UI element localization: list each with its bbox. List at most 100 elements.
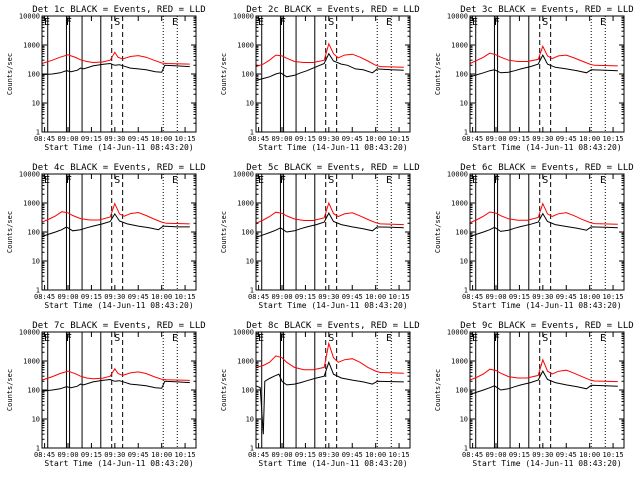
y-tick-label: 1 <box>250 445 254 453</box>
panel-title: Det 9c BLACK = Events, RED = LLD <box>460 321 633 331</box>
y-tick-label: 100 <box>455 387 468 395</box>
interval-letter: F <box>66 17 72 28</box>
lld-series-line <box>41 367 190 381</box>
events-series-line <box>255 212 404 238</box>
interval-letter: F <box>66 175 72 186</box>
events-series-line <box>41 212 190 237</box>
interval-letter: E <box>258 333 264 344</box>
y-tick-label: 10 <box>32 100 40 108</box>
interval-letter: F <box>494 17 500 28</box>
interval-letter: E <box>472 175 478 186</box>
x-tick-label: 10:15 <box>389 135 410 143</box>
y-tick-label: 100 <box>241 229 254 237</box>
x-tick-label: 08:45 <box>34 135 55 143</box>
interval-letter: S <box>542 17 548 28</box>
y-tick-label: 1000 <box>23 200 40 208</box>
y-tick-label: 1 <box>36 287 40 295</box>
x-tick-label: 09:00 <box>485 293 506 301</box>
y-tick-label: 1000 <box>451 42 468 50</box>
interval-letter: E <box>44 333 50 344</box>
y-tick-label: 100 <box>455 229 468 237</box>
interval-letter: E <box>172 17 178 28</box>
x-tick-label: 08:45 <box>34 451 55 459</box>
y-tick-label: 10 <box>460 100 468 108</box>
y-tick-label: 1 <box>250 129 254 137</box>
y-tick-label: 100 <box>241 71 254 79</box>
plot-frame <box>41 331 197 449</box>
y-tick-label: 1000 <box>23 42 40 50</box>
lld-series-line <box>255 42 404 68</box>
interval-letter: F <box>280 17 286 28</box>
x-axis-label: Start Time (14-Jun-11 08:43:20) <box>472 459 621 468</box>
interval-letter: E <box>472 333 478 344</box>
panel-title: Det 4c BLACK = Events, RED = LLD <box>32 163 205 173</box>
y-tick-label: 1000 <box>23 358 40 366</box>
x-tick-label: 09:30 <box>104 135 125 143</box>
lld-series-line <box>469 202 618 225</box>
x-tick-label: 09:15 <box>509 293 530 301</box>
x-tick-label: 08:45 <box>462 451 483 459</box>
x-tick-label: 08:45 <box>34 293 55 301</box>
x-tick-label: 10:00 <box>365 451 386 459</box>
x-tick-label: 09:45 <box>342 135 363 143</box>
interval-letter: E <box>600 333 606 344</box>
y-tick-label: 10000 <box>19 329 40 337</box>
x-tick-label: 10:00 <box>151 293 172 301</box>
y-tick-label: 10 <box>32 258 40 266</box>
lld-series-line <box>469 45 618 67</box>
interval-letter: E <box>258 17 264 28</box>
x-axis-label: Start Time (14-Jun-11 08:43:20) <box>258 143 407 152</box>
detector-panel-7: Det 7c BLACK = Events, RED = LLD E F S E 1 10 1… <box>6 321 206 468</box>
y-tick-label: 1 <box>464 287 468 295</box>
x-tick-label: 10:15 <box>603 451 624 459</box>
x-tick-label: 08:45 <box>248 135 269 143</box>
interval-letter: E <box>600 17 606 28</box>
interval-letter: S <box>328 175 334 186</box>
plot-frame <box>469 15 625 133</box>
interval-letter: E <box>386 17 392 28</box>
y-tick-label: 10000 <box>447 329 468 337</box>
x-tick-label: 10:00 <box>365 135 386 143</box>
y-tick-label: 10000 <box>19 171 40 179</box>
events-series-line <box>469 54 618 78</box>
x-axis-label: Start Time (14-Jun-11 08:43:20) <box>44 143 193 152</box>
detector-panel-8: Det 8c BLACK = Events, RED = LLD E F S E 1 10 1… <box>220 321 420 468</box>
plot-frame <box>41 15 197 133</box>
panel-title: Det 7c BLACK = Events, RED = LLD <box>32 321 205 331</box>
x-tick-label: 09:15 <box>81 293 102 301</box>
y-tick-label: 1 <box>464 129 468 137</box>
x-tick-label: 08:45 <box>462 135 483 143</box>
y-tick-label: 100 <box>27 229 40 237</box>
x-tick-label: 09:45 <box>128 451 149 459</box>
interval-letter: E <box>386 333 392 344</box>
interval-letter: E <box>472 17 478 28</box>
interval-letter: S <box>114 17 120 28</box>
events-series-line <box>255 360 404 435</box>
x-axis-label: Start Time (14-Jun-11 08:43:20) <box>472 301 621 310</box>
x-tick-label: 09:30 <box>532 135 553 143</box>
x-tick-label: 10:00 <box>579 451 600 459</box>
x-tick-label: 09:15 <box>295 135 316 143</box>
y-tick-label: 1 <box>464 445 468 453</box>
x-tick-label: 10:00 <box>365 293 386 301</box>
y-tick-label: 10 <box>246 100 254 108</box>
x-tick-label: 09:30 <box>532 451 553 459</box>
x-tick-label: 09:00 <box>271 135 292 143</box>
x-tick-label: 08:45 <box>462 293 483 301</box>
y-tick-label: 1000 <box>237 200 254 208</box>
x-tick-label: 10:15 <box>389 451 410 459</box>
x-tick-label: 09:00 <box>271 451 292 459</box>
plot-frame <box>255 173 411 291</box>
y-tick-label: 1 <box>250 287 254 295</box>
interval-letter: S <box>328 333 334 344</box>
panel-title: Det 3c BLACK = Events, RED = LLD <box>460 5 633 15</box>
x-tick-label: 09:00 <box>57 451 78 459</box>
x-tick-label: 09:45 <box>556 451 577 459</box>
x-tick-label: 09:15 <box>509 451 530 459</box>
interval-letter: F <box>494 175 500 186</box>
x-tick-label: 10:00 <box>579 293 600 301</box>
x-tick-label: 09:30 <box>532 293 553 301</box>
y-axis-label: Counts/sec <box>220 369 228 411</box>
interval-letter: S <box>114 333 120 344</box>
x-tick-label: 10:00 <box>579 135 600 143</box>
